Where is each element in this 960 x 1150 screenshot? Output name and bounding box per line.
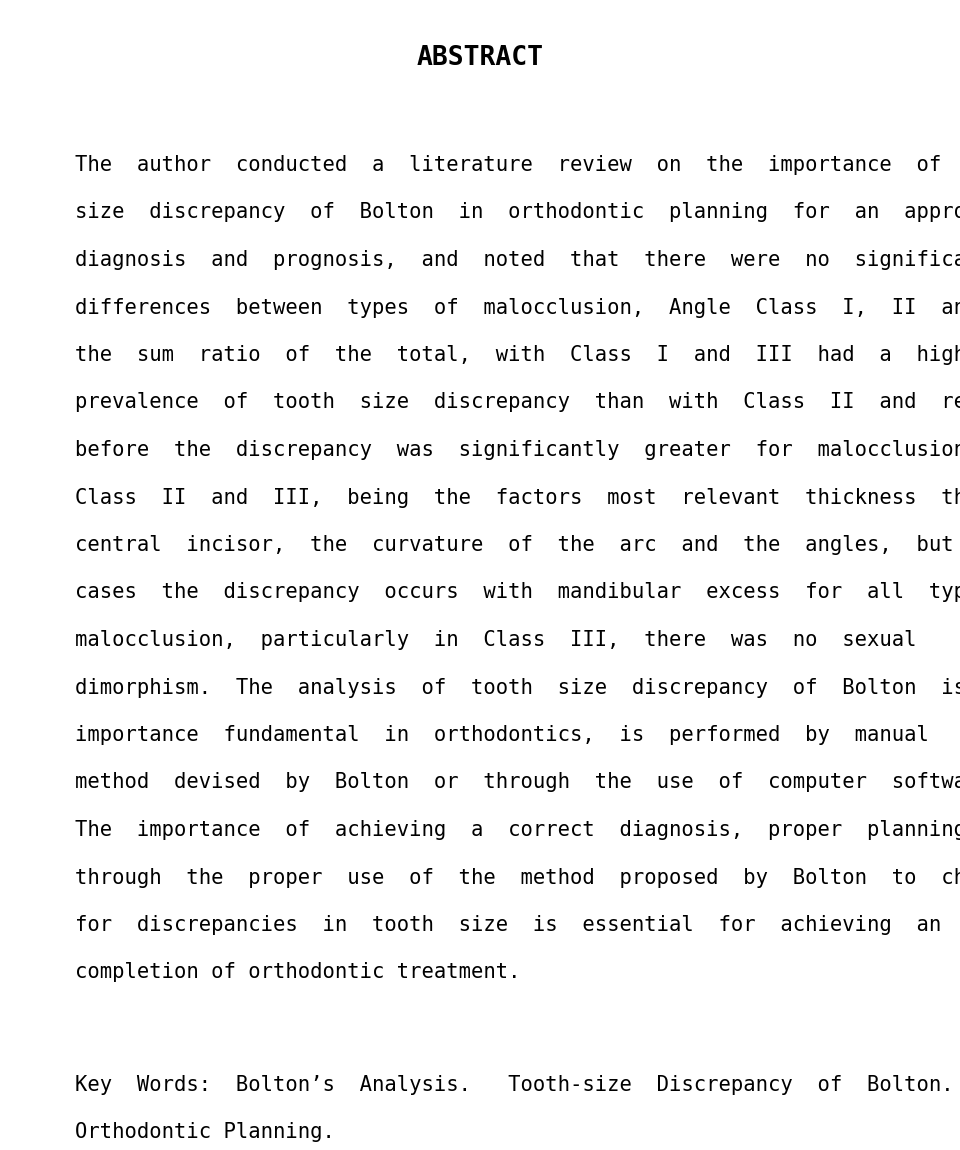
Text: before  the  discrepancy  was  significantly  greater  for  malocclusion: before the discrepancy was significantly… bbox=[75, 440, 960, 460]
Text: Orthodontic Planning.: Orthodontic Planning. bbox=[75, 1122, 335, 1142]
Text: prevalence  of  tooth  size  discrepancy  than  with  Class  II  and  reason: prevalence of tooth size discrepancy tha… bbox=[75, 392, 960, 413]
Text: The  importance  of  achieving  a  correct  diagnosis,  proper  planning,: The importance of achieving a correct di… bbox=[75, 820, 960, 840]
Text: size  discrepancy  of  Bolton  in  orthodontic  planning  for  an  appropriate: size discrepancy of Bolton in orthodonti… bbox=[75, 202, 960, 222]
Text: ABSTRACT: ABSTRACT bbox=[417, 45, 543, 71]
Text: through  the  proper  use  of  the  method  proposed  by  Bolton  to  check: through the proper use of the method pro… bbox=[75, 867, 960, 888]
Text: dimorphism.  The  analysis  of  tooth  size  discrepancy  of  Bolton  is: dimorphism. The analysis of tooth size d… bbox=[75, 677, 960, 698]
Text: The  author  conducted  a  literature  review  on  the  importance  of  tooth: The author conducted a literature review… bbox=[75, 155, 960, 175]
Text: Class  II  and  III,  being  the  factors  most  relevant  thickness  the  upper: Class II and III, being the factors most… bbox=[75, 488, 960, 507]
Text: Key  Words:  Bolton’s  Analysis.   Tooth-size  Discrepancy  of  Bolton.: Key Words: Bolton’s Analysis. Tooth-size… bbox=[75, 1075, 953, 1095]
Text: the  sum  ratio  of  the  total,  with  Class  I  and  III  had  a  higher: the sum ratio of the total, with Class I… bbox=[75, 345, 960, 365]
Text: method  devised  by  Bolton  or  through  the  use  of  computer  software.: method devised by Bolton or through the … bbox=[75, 773, 960, 792]
Text: completion of orthodontic treatment.: completion of orthodontic treatment. bbox=[75, 963, 520, 982]
Text: importance  fundamental  in  orthodontics,  is  performed  by  manual: importance fundamental in orthodontics, … bbox=[75, 724, 929, 745]
Text: diagnosis  and  prognosis,  and  noted  that  there  were  no  significant: diagnosis and prognosis, and noted that … bbox=[75, 250, 960, 270]
Text: differences  between  types  of  malocclusion,  Angle  Class  I,  II  and  III,: differences between types of malocclusio… bbox=[75, 298, 960, 317]
Text: for  discrepancies  in  tooth  size  is  essential  for  achieving  an  acceptab: for discrepancies in tooth size is essen… bbox=[75, 915, 960, 935]
Text: malocclusion,  particularly  in  Class  III,  there  was  no  sexual: malocclusion, particularly in Class III,… bbox=[75, 630, 917, 650]
Text: central  incisor,  the  curvature  of  the  arc  and  the  angles,  but  in  mos: central incisor, the curvature of the ar… bbox=[75, 535, 960, 555]
Text: cases  the  discrepancy  occurs  with  mandibular  excess  for  all  types  of: cases the discrepancy occurs with mandib… bbox=[75, 583, 960, 603]
